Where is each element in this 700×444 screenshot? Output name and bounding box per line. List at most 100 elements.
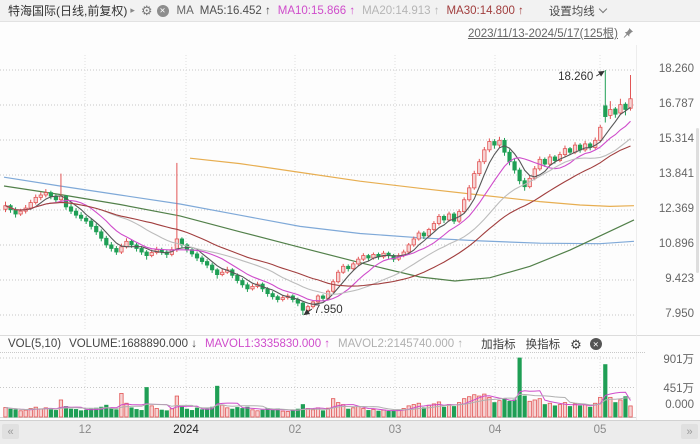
volume-bar[interactable] [457,402,462,418]
candle[interactable] [154,246,159,255]
volume-bar[interactable] [300,404,305,418]
volume-bar[interactable] [346,408,351,418]
candle[interactable] [73,208,79,219]
candle[interactable] [547,154,552,167]
candle[interactable] [336,269,341,284]
volume-bar[interactable] [225,407,230,418]
volume-bar[interactable] [512,399,517,418]
volume-bar[interactable] [588,406,593,418]
volume-bar[interactable] [104,404,109,418]
candle[interactable] [109,242,114,252]
volume-bar[interactable] [68,408,74,418]
volume-bar[interactable] [270,409,275,418]
volume-bar[interactable] [144,387,149,418]
candle[interactable] [174,162,179,253]
volume-bar[interactable] [482,393,487,418]
candle[interactable] [94,223,99,235]
candle[interactable] [341,263,346,274]
volume-bar[interactable] [441,406,447,418]
volume-bar[interactable] [577,405,583,418]
volume-bar[interactable] [23,409,28,418]
candle[interactable] [68,204,74,215]
volume-bar[interactable] [194,407,200,418]
candle[interactable] [250,284,255,291]
candle[interactable] [583,140,588,152]
volume-bar[interactable] [421,407,426,418]
candle[interactable] [477,158,482,176]
candle[interactable] [194,251,200,262]
volume-bar[interactable] [164,410,169,418]
volume-bar[interactable] [3,407,8,418]
vol-indicator-label[interactable]: VOL(5,10) [8,338,62,350]
candle[interactable] [517,167,522,185]
volume-bar[interactable] [552,405,557,418]
volume-bar[interactable] [325,407,331,418]
volume-bar[interactable] [129,407,134,418]
candle[interactable] [139,246,144,255]
candle[interactable] [436,214,442,226]
volume-bar[interactable] [386,411,391,418]
volume-close-icon[interactable]: ✕ [589,338,602,350]
volume-bar[interactable] [189,410,195,418]
candle[interactable] [320,294,326,302]
volume-bar[interactable] [507,400,512,418]
candle[interactable] [608,101,613,119]
candle[interactable] [38,192,43,201]
candle[interactable] [205,259,210,269]
volume-bar[interactable] [8,408,13,418]
candle[interactable] [462,197,467,214]
candle[interactable] [240,278,245,288]
candle[interactable] [331,279,336,293]
candle[interactable] [406,242,411,254]
volume-bar[interactable] [245,406,250,418]
ma-settings-button[interactable]: 设置均线 [549,3,608,19]
candle[interactable] [623,102,628,116]
scrollbar[interactable] [696,128,699,273]
scroll-left-button[interactable]: « [2,424,19,439]
volume-bar[interactable] [285,411,290,418]
volume-bar[interactable] [205,408,210,418]
caret-right-icon[interactable]: ▸ [130,5,135,15]
candle[interactable] [487,138,492,153]
volume-bar[interactable] [250,409,255,418]
volume-bar[interactable] [477,395,482,418]
candle[interactable] [104,235,109,248]
volume-bar[interactable] [154,408,159,418]
candle[interactable] [245,282,250,292]
volume-bar[interactable] [220,404,225,418]
volume-bar[interactable] [159,409,164,418]
gear-icon[interactable]: ⚙ [140,3,153,18]
volume-bar[interactable] [487,396,492,418]
candle[interactable] [431,221,437,232]
volume-bar[interactable] [593,402,598,418]
candle[interactable] [492,139,497,149]
candle[interactable] [48,190,53,200]
candlestick-chart[interactable]: 18.260 7.950 [0,45,700,335]
candle[interactable] [381,250,386,259]
candle[interactable] [315,294,321,304]
candle[interactable] [144,250,149,260]
volume-bar[interactable] [572,403,578,418]
candle[interactable] [588,142,593,151]
volume-bar[interactable] [255,410,260,418]
volume-bar[interactable] [527,400,532,418]
volume-bar[interactable] [84,409,89,418]
volume-bar[interactable] [608,396,613,418]
candle[interactable] [532,166,537,181]
candle[interactable] [89,218,94,230]
candle[interactable] [114,246,119,255]
volume-bar[interactable] [416,402,421,418]
volume-bar[interactable] [502,398,507,418]
candle[interactable] [33,194,38,205]
candle[interactable] [99,229,104,242]
candle[interactable] [220,269,225,277]
volume-bar[interactable] [446,404,452,418]
candle[interactable] [300,301,305,315]
volume-bar[interactable] [351,407,356,418]
volume-bar[interactable] [73,409,79,418]
volume-bar[interactable] [401,408,406,418]
candle[interactable] [557,151,563,163]
candle[interactable] [346,264,351,272]
volume-bar[interactable] [33,406,38,418]
volume-bar[interactable] [215,385,220,418]
